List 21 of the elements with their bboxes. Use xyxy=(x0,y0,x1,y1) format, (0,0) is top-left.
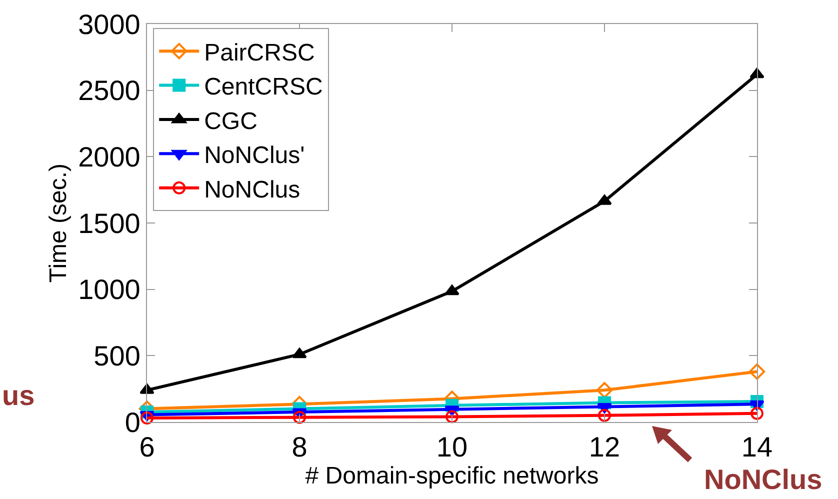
y-tick-label: 2000 xyxy=(78,141,140,172)
y-tick-label: 3000 xyxy=(78,8,140,40)
legend-label: CGC xyxy=(204,108,258,135)
x-axis-title: # Domain-specific networks xyxy=(305,462,599,490)
legend-label: NoNClus' xyxy=(204,142,305,170)
y-tick-label: 2500 xyxy=(78,75,140,106)
y-tick-label: 500 xyxy=(94,340,140,372)
legend-label: NoNClus xyxy=(204,176,300,204)
x-tick-label: 10 xyxy=(436,432,468,463)
y-tick-label: 1000 xyxy=(78,274,140,306)
x-tick-label: 14 xyxy=(741,432,773,463)
y-tick-label: 0 xyxy=(124,406,140,438)
legend-label: CentCRSC xyxy=(204,74,323,101)
text: NoNClus xyxy=(704,464,822,495)
y-tick-label: 1500 xyxy=(78,208,140,239)
y-axis-title: Time (sec.) xyxy=(45,163,72,283)
x-tick-label: 6 xyxy=(139,432,155,463)
x-tick-label: 8 xyxy=(292,432,308,463)
text: us xyxy=(2,380,35,411)
x-tick-label: 12 xyxy=(588,432,620,463)
legend-label: PairCRSC xyxy=(204,39,315,66)
